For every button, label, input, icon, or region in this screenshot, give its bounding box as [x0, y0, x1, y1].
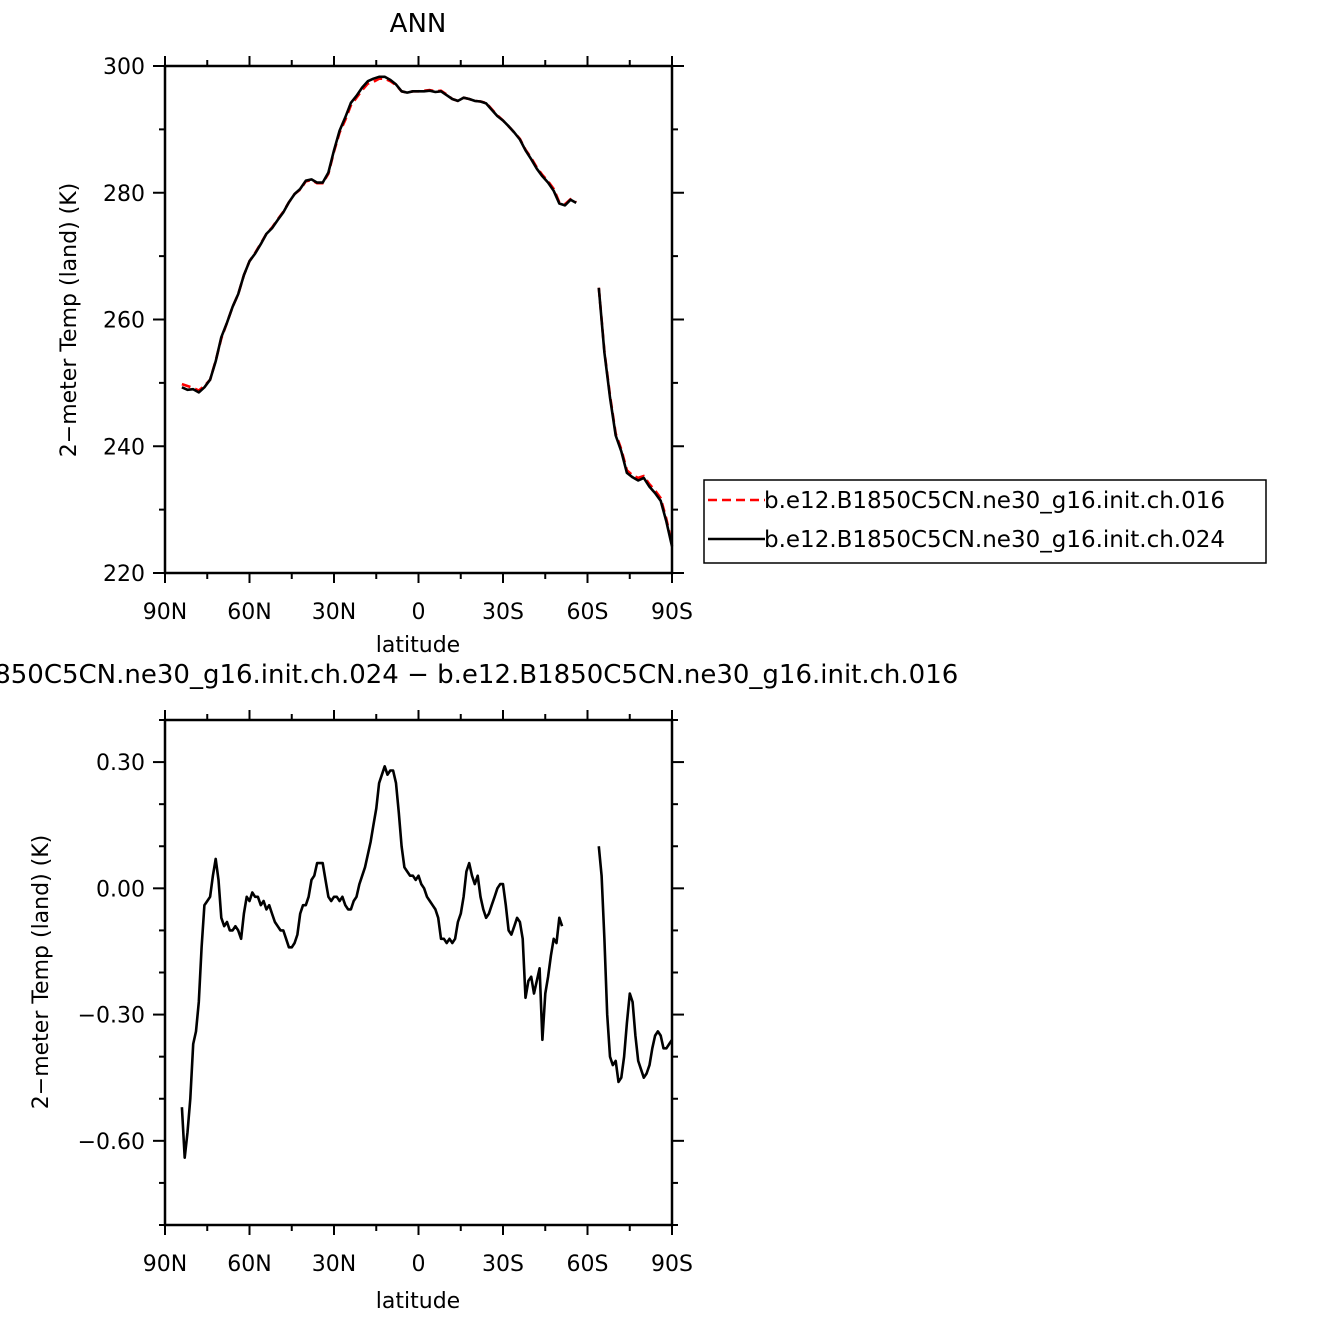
bottom-y-tick-label: −0.60 [78, 1130, 145, 1155]
bottom-x-tick-label: 0 [412, 1252, 426, 1277]
top-x-tick-label: 60S [567, 600, 609, 625]
top-y-axis-label: 2−meter Temp (land) (K) [57, 183, 82, 457]
bottom-x-tick-label: 30N [312, 1252, 356, 1277]
top-chart-title: ANN [390, 9, 447, 39]
bottom-x-tick-label: 90S [651, 1252, 693, 1277]
top-x-tick-label: 30S [482, 600, 524, 625]
bottom-x-axis-label: latitude [376, 1289, 460, 1314]
top-x-tick-label: 90N [143, 600, 187, 625]
legend-box [703, 479, 1267, 564]
top-y-tick-label: 260 [103, 309, 145, 334]
top-series-1-segment-0 [181, 75, 577, 394]
bottom-ticks: 90N 60N 30N 0 30S 60S 90S −0.60 −0.30 0.00 0.30 [78, 710, 693, 1277]
legend-label-024: b.e12.B1850C5CN.ne30_g16.init.ch.024 [764, 527, 1225, 553]
top-series-0-segment-0 [181, 77, 577, 392]
top-y-tick-label: 280 [103, 182, 145, 207]
bottom-series-0-segment-1 [597, 846, 674, 1084]
bottom-x-tick-label: 90N [143, 1252, 187, 1277]
top-series-lines [181, 75, 674, 547]
top-x-tick-label: 0 [412, 600, 426, 625]
top-y-tick-label: 300 [103, 55, 145, 80]
bottom-y-tick-label: −0.30 [78, 1004, 145, 1029]
top-series-1-segment-1 [597, 287, 674, 547]
top-x-axis-label: latitude [376, 633, 460, 658]
bottom-x-tick-label: 30S [482, 1252, 524, 1277]
top-y-tick-label: 220 [103, 562, 145, 587]
bottom-series-lines [180, 765, 674, 1159]
bottom-panel: b.e12.B1850C5CN.ne30_g16.init.ch.024 − b… [0, 660, 958, 1314]
bottom-y-tick-label: 0.30 [96, 751, 145, 776]
top-x-tick-label: 30N [312, 600, 356, 625]
bottom-x-tick-label: 60N [227, 1252, 271, 1277]
top-x-tick-label: 60N [227, 600, 271, 625]
top-x-tick-label: 90S [651, 600, 693, 625]
top-panel: ANN 90N 60N 30N 0 30S 60S 90S 220 240 260 280 300 l… [57, 9, 693, 658]
legend-label-016: b.e12.B1850C5CN.ne30_g16.init.ch.016 [764, 488, 1225, 514]
top-ticks: 90N 60N 30N 0 30S 60S 90S 220 240 260 280 300 [103, 55, 693, 625]
top-plot-frame [163, 64, 674, 575]
bottom-series-0-segment-0 [180, 765, 564, 1159]
bottom-y-tick-label: 0.00 [96, 877, 145, 902]
legend: b.e12.B1850C5CN.ne30_g16.init.ch.016 b.e… [703, 479, 1267, 564]
bottom-y-axis-label: 2−meter Temp (land) (K) [29, 835, 54, 1109]
bottom-plot-frame [163, 718, 674, 1227]
top-y-tick-label: 240 [103, 435, 145, 460]
bottom-chart-title: b.e12.B1850C5CN.ne30_g16.init.ch.024 − b… [0, 660, 958, 690]
bottom-x-tick-label: 60S [567, 1252, 609, 1277]
